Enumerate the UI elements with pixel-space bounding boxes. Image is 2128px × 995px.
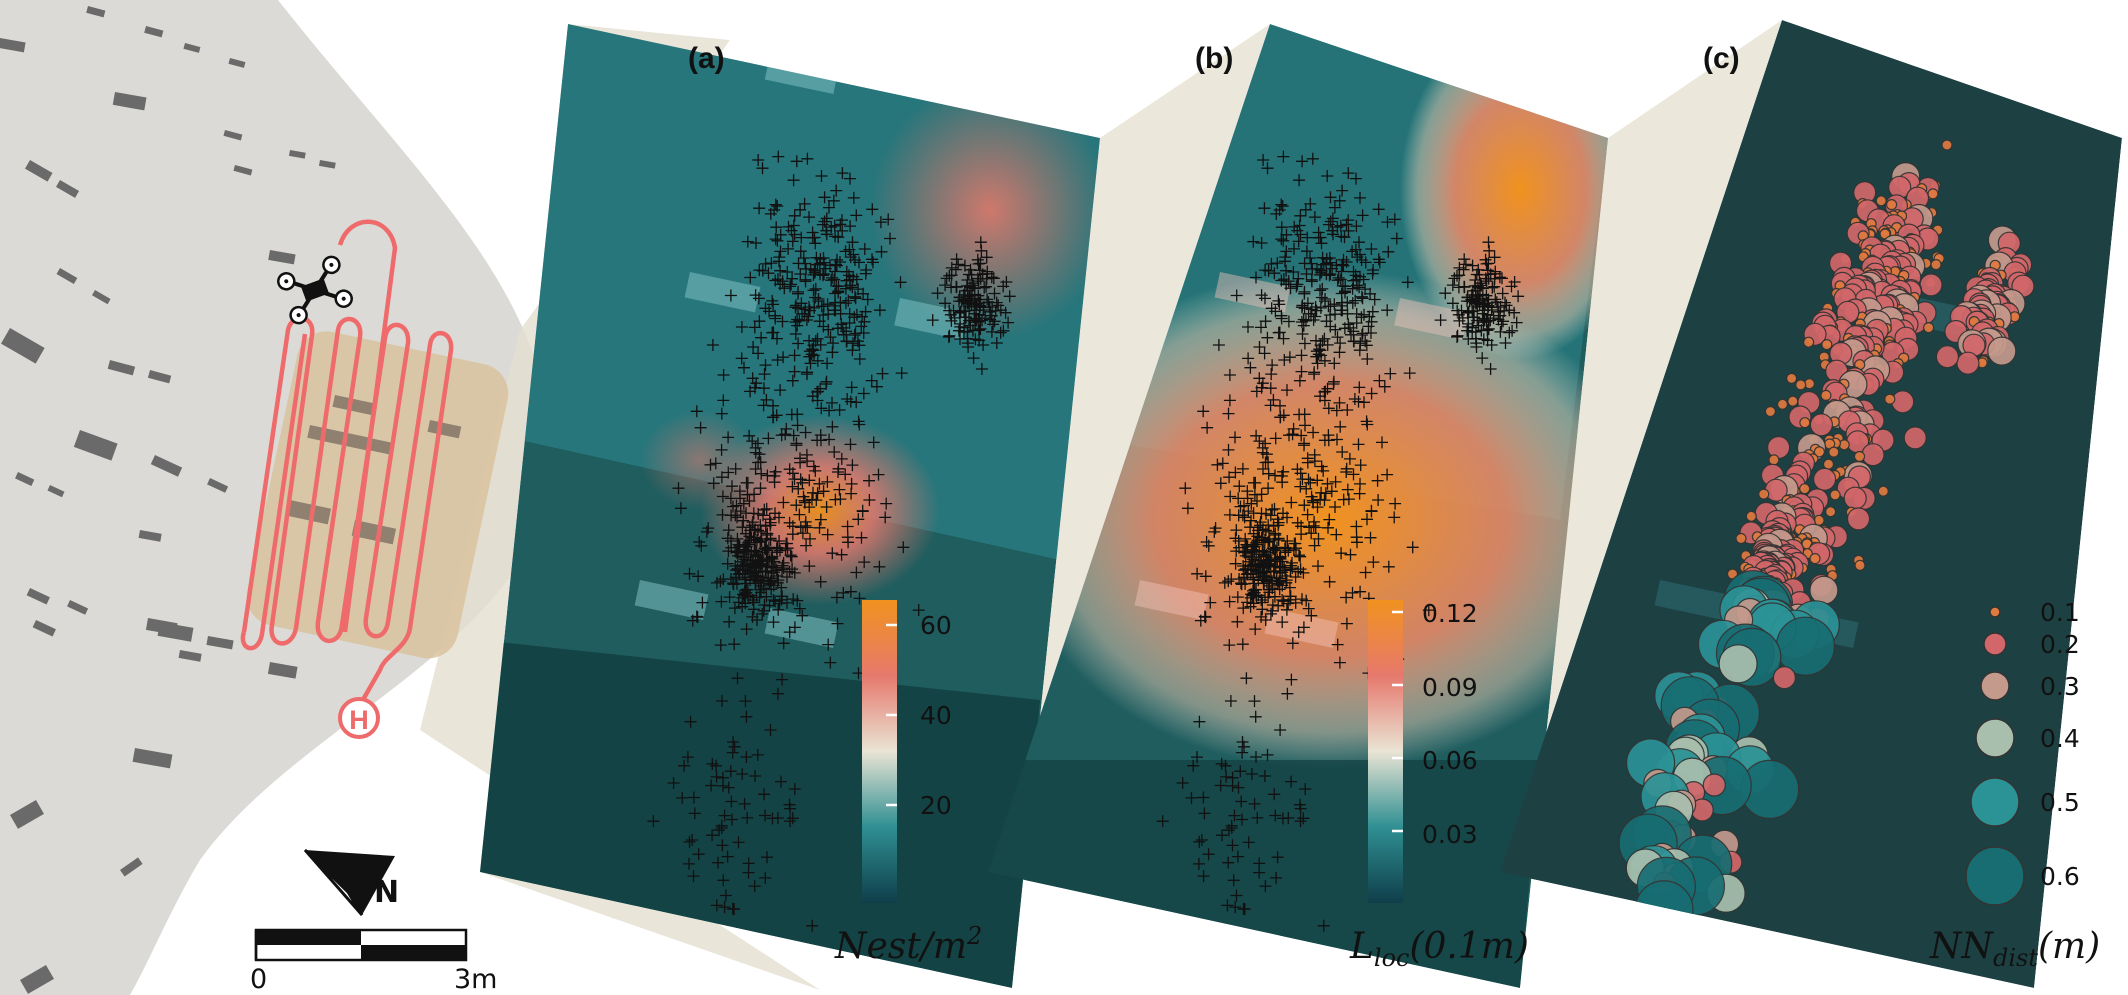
- nn-circle: [1795, 379, 1807, 391]
- nn-circle: [1891, 390, 1915, 414]
- nest-marker-set: [647, 150, 1016, 932]
- panel-b-nest-markers: [1156, 150, 1525, 932]
- nn-circle: [1802, 336, 1815, 348]
- nn-circle: [1768, 454, 1780, 466]
- nn-circle: [1799, 417, 1811, 429]
- nn-circle: [1776, 398, 1789, 410]
- legend-label-0.3: 0.3: [2040, 672, 2080, 701]
- nn-circle: [1824, 506, 1837, 518]
- nn-circle: [1987, 336, 2017, 366]
- panel-b-label: (b): [1195, 42, 1233, 75]
- nn-circle: [1846, 507, 1871, 531]
- scale-start-label: 0: [250, 964, 267, 995]
- nn-circle: [1861, 443, 1885, 467]
- panel-a-tick-40: 40: [920, 701, 952, 730]
- panel-a-tick-20: 20: [920, 791, 952, 820]
- nn-circle: [1875, 195, 1887, 207]
- nn-circle: [1877, 485, 1889, 497]
- nn-circle: [1935, 345, 1960, 369]
- nn-circle: [1843, 486, 1867, 510]
- legend-label-0.1: 0.1: [2040, 598, 2080, 627]
- nn-circle: [1718, 644, 1758, 684]
- legend-circle-0.4: [1975, 718, 2015, 758]
- north-label: N: [374, 875, 399, 910]
- nn-circle: [1745, 510, 1757, 522]
- terrain-rows: [0, 5, 336, 994]
- flight-path-lanes: [240, 219, 454, 707]
- panel-b-tick-009: 0.09: [1422, 673, 1478, 702]
- panel-a-label: (a): [688, 42, 725, 75]
- scale-end-label: 3m: [454, 964, 497, 995]
- panel-c-nn-circles: [1618, 139, 2035, 940]
- nn-circle: [1903, 426, 1927, 450]
- legend-label-0.5: 0.5: [2040, 788, 2080, 817]
- nn-circle: [1820, 389, 1832, 401]
- svg-text:H: H: [349, 705, 369, 735]
- nn-circle: [1812, 467, 1837, 491]
- north-arrow-icon: N: [303, 848, 399, 916]
- nn-circle: [1785, 372, 1798, 384]
- panel-c-map: [1500, 20, 2122, 988]
- nn-circle: [1956, 351, 1980, 375]
- scale-bar: 0 3m: [250, 928, 497, 995]
- nn-circle: [1787, 395, 1799, 407]
- nn-circle: [1772, 666, 1797, 690]
- nn-circle: [1821, 339, 1833, 351]
- legend-circle-0.2: [1983, 632, 2007, 656]
- nn-circle: [1809, 413, 1834, 437]
- panel-a-tick-60: 60: [920, 611, 952, 640]
- legend-circle-0.3: [1980, 671, 2010, 701]
- panel-a-colorbar: 60 40 20 Nest/m2: [834, 600, 982, 967]
- nn-circle: [1822, 458, 1835, 470]
- legend-circle-0.1: [1989, 606, 2001, 618]
- panel-b-tick-006: 0.06: [1422, 746, 1478, 775]
- nn-circle: [1809, 575, 1839, 605]
- panel-b-tick-012: 0.12: [1422, 599, 1478, 628]
- legend-circle-0.6: [1965, 846, 2025, 906]
- panel-b-colorbar: 0.12 0.09 0.06 0.03 Lloc(0.1m): [1349, 599, 1529, 972]
- zoom-connector-a: [420, 24, 820, 990]
- panel-c-legend-title: NNdist(m): [1929, 926, 2100, 972]
- panel-b-colorbar-title: Lloc(0.1m): [1349, 926, 1529, 972]
- home-marker-icon: H: [338, 697, 380, 739]
- panel-a-colorbar-title: Nest/m2: [834, 922, 982, 967]
- legend-label-0.4: 0.4: [2040, 724, 2080, 753]
- nn-circle: [1853, 450, 1866, 463]
- panel-b-map: [988, 24, 1608, 988]
- panel-a-map: [480, 24, 1100, 988]
- legend-label-0.2: 0.2: [2040, 630, 2080, 659]
- nn-circle: [1735, 532, 1747, 545]
- nn-circle: [1799, 483, 1811, 495]
- nn-circle: [1634, 880, 1694, 940]
- nn-circle: [1758, 488, 1770, 500]
- drone-icon: [277, 255, 353, 325]
- nn-circle: [1764, 405, 1777, 418]
- panel-b-tick-003: 0.03: [1422, 820, 1478, 849]
- nn-circle: [1884, 393, 1896, 405]
- nn-circle: [1922, 322, 1935, 334]
- nn-circle: [1854, 559, 1866, 572]
- nn-circle: [1919, 273, 1943, 297]
- nn-circle: [1702, 773, 1726, 797]
- panel-c-label: (c): [1703, 42, 1740, 75]
- panel-c-size-legend: 0.1 0.2 0.3 0.4 0.5 0.6 NNdist(m): [1929, 598, 2100, 972]
- legend-circle-0.5: [1970, 777, 2020, 827]
- nn-circle: [1829, 489, 1841, 501]
- nn-circle: [1885, 199, 1898, 211]
- nn-circle: [1809, 552, 1821, 565]
- nn-circle: [1828, 446, 1840, 458]
- nn-circle: [1927, 188, 1939, 200]
- nn-circle: [1930, 259, 1942, 271]
- panel-a-nest-markers: [647, 150, 1016, 932]
- nn-circle: [1941, 139, 1953, 151]
- nest-marker-set: [1156, 150, 1525, 932]
- nn-circle: [1813, 446, 1826, 458]
- legend-label-0.6: 0.6: [2040, 862, 2080, 891]
